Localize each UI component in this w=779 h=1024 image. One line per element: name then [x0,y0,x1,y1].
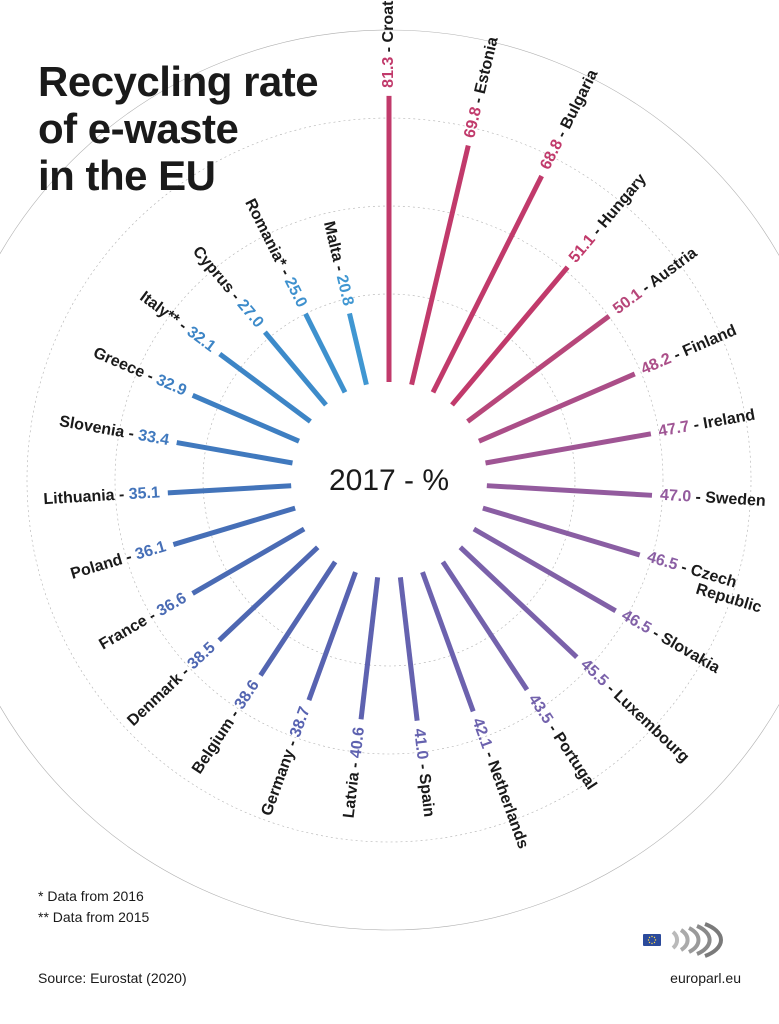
bar-label: Belgium - 38.6 [189,677,263,777]
value-text: 38.6 [232,677,263,712]
value-text: 46.5 [645,549,680,574]
footnote-2: ** Data from 2015 [38,907,149,928]
chart-title: Recycling rate of e-waste in the EU [38,58,318,199]
country-text: Malta [320,220,346,264]
country-text: Denmark [125,670,187,729]
bar-label: 81.3 - Croatia [380,0,397,88]
bar-label: France - 36.6 [97,590,190,654]
country-text: Hungary [595,171,650,232]
bar-label: 42.1 - Netherlands [468,716,531,851]
value-text: 38.7 [287,705,314,740]
country-text: Luxembourg [610,687,692,766]
bar-label: 45.5 - Luxembourg [577,656,692,766]
title-line-3: in the EU [38,152,318,199]
value-text: 81.3 [380,57,397,88]
bar-label: Italy** - 32.1 [136,289,218,356]
bar [306,314,346,393]
country-text: Netherlands [484,758,532,851]
bar-label: 46.5 - Slovakia [618,607,722,677]
bar-label: 69.8 - Estonia [462,35,502,139]
country-text: Sweden [705,490,766,510]
bar-label: Germany - 38.7 [259,705,314,819]
value-text: 47.7 [657,418,691,440]
bar [412,146,469,385]
country-text: Estonia [472,35,502,95]
title-line-1: Recycling rate [38,58,318,105]
value-text: 20.8 [332,273,356,307]
bar-label: Romania* - 25.0 [241,196,310,310]
value-text: 36.1 [133,538,168,563]
bar-label: 47.0 - Sweden [660,487,767,510]
bar [173,508,295,544]
value-text: 69.8 [462,105,486,139]
country-text: Croatia [380,0,397,42]
country-text: Austria [646,245,700,292]
bar [487,486,652,496]
bar-label: Lithuania - 35.1 [43,485,160,509]
bar [219,547,318,640]
bar [349,313,366,384]
bar [361,577,378,719]
bar-label: 50.1 - Austria [610,245,700,318]
bar [193,529,305,593]
value-text: 40.6 [348,726,369,759]
bar-label: Malta - 20.8 [320,220,356,308]
value-text: 33.4 [137,427,171,449]
bar [177,443,293,463]
footnote-1: * Data from 2016 [38,886,149,907]
country-text: Romania* [241,196,290,270]
country-text: France [97,612,151,653]
bar [400,577,417,720]
europarl-logo-icon [641,916,741,964]
bar [486,434,651,463]
bar-label: 68.8 - Bulgaria [537,67,601,172]
bar-label: Denmark - 38.5 [125,639,220,730]
bar-label: 46.5 - CzechRepublic [640,549,768,617]
value-text: 35.1 [128,485,160,504]
bar-label: Slovenia - 33.4 [58,413,171,449]
value-text: 41.0 [410,728,431,761]
country-text: Ireland [702,407,757,433]
bar-label: Cyprus - 27.0 [189,243,267,331]
country-text: Spain [415,773,437,818]
value-text: 47.0 [660,487,692,506]
footnotes: * Data from 2016 ** Data from 2015 [38,886,149,928]
country-text: Slovenia [58,413,126,441]
bar-label: 43.5 - Portugal [525,692,600,793]
value-text: 25.0 [281,275,310,311]
bar [479,374,635,441]
bar-label: Greece - 32.9 [91,345,189,400]
country-text: Belgium [189,715,238,777]
bar-label: Latvia - 40.6 [341,726,369,819]
country-text: Greece [91,345,148,382]
bar [460,547,576,657]
bar [468,316,609,421]
bar-label: 47.7 - Ireland [657,407,756,441]
value-text: 36.6 [154,590,190,620]
country-text: Portugal [549,730,599,794]
country-text: Cyprus [189,243,238,296]
bar-label: 41.0 - Spain [410,728,437,818]
country-text: Germany [259,747,299,818]
value-text: 32.9 [153,372,188,400]
bar-label: 48.2 - Finland [639,322,740,378]
site-url: europarl.eu [670,970,741,986]
bar [168,486,291,493]
country-text: Slovakia [658,630,723,677]
source-text: Source: Eurostat (2020) [38,970,187,986]
center-label: 2017 - % [329,464,449,497]
bar [452,267,568,405]
country-text: Poland [69,551,125,583]
country-text: Bulgaria [558,67,602,132]
country-text: Finland [680,322,739,360]
bar-label: 51.1 - Hungary [566,171,650,266]
country-text: Lithuania [43,487,115,508]
bar-label: Poland - 36.1 [69,538,169,583]
bar [443,562,527,690]
country-text: Latvia [341,771,363,819]
title-line-2: of e-waste [38,105,318,152]
